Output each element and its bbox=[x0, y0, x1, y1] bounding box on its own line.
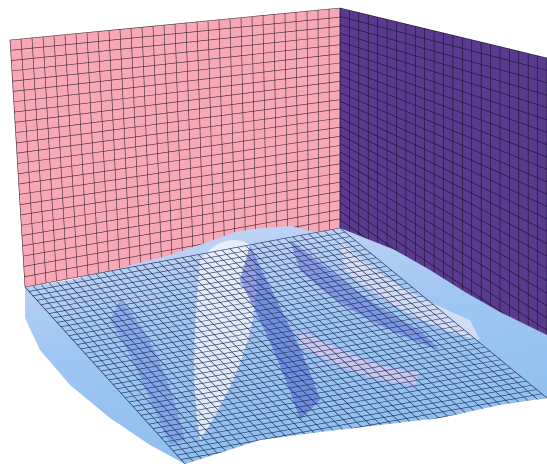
terrain-scene bbox=[0, 0, 547, 464]
page: (() => { JSON.parse(document.getElementB… bbox=[0, 0, 547, 464]
